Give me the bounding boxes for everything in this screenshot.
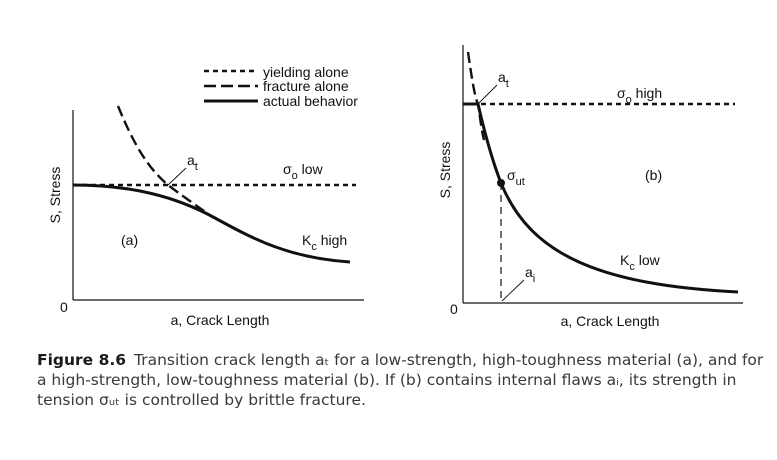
panel-a-at-leader <box>167 167 187 186</box>
panel-a-fracture-curve <box>116 105 215 219</box>
panel-b-ai-leader <box>501 279 525 302</box>
legend-fracture-label: fracture alone <box>263 78 349 94</box>
legend-actual-label: actual behavior <box>263 93 358 109</box>
panel-a-label: (a) <box>121 232 138 248</box>
panel-b-x-axis-label: a, Crack Length <box>561 313 660 329</box>
figure-8-6: yielding alone fracture alone actual beh… <box>47 45 743 329</box>
panel-a-x-axis-label: a, Crack Length <box>171 312 270 328</box>
legend: yielding alone fracture alone actual beh… <box>204 64 358 109</box>
panel-b-at-label: at <box>498 69 509 90</box>
legend-yielding-label: yielding alone <box>263 64 349 80</box>
panel-a-y-axis-label: S, Stress <box>47 167 63 224</box>
panel-a-sigma-label: σo low <box>283 161 324 182</box>
panel-b-sigma-label: σo high <box>617 85 662 106</box>
panel-b-at-leader <box>477 84 498 105</box>
panel-b-ai-label: ai <box>525 264 535 285</box>
panel-b-kc-label: Kc low <box>620 252 661 273</box>
panel-b: 0 S, Stress a, Crack Length (b) at σo hi… <box>437 45 743 329</box>
panel-b-fracture-curve <box>466 51 486 141</box>
panel-a: 0 S, Stress a, Crack Length (a) at σo lo… <box>47 105 364 328</box>
panel-b-actual-curve <box>463 102 739 294</box>
caption-label: Figure 8.6 <box>37 351 127 369</box>
panel-a-kc-label: Kc high <box>302 232 347 253</box>
panel-b-label: (b) <box>645 167 662 183</box>
figure-caption: Figure 8.6 Transition crack length aₜ for… <box>37 350 767 410</box>
panel-b-origin-label: 0 <box>450 301 458 317</box>
panel-a-at-label: at <box>187 152 198 173</box>
panel-b-y-axis-label: S, Stress <box>437 142 453 199</box>
panel-a-actual-curve <box>72 183 351 264</box>
caption-text: Transition crack length aₜ for a low-str… <box>37 351 764 409</box>
panel-b-sigma-ut-label: σut <box>507 167 525 188</box>
panel-a-origin-label: 0 <box>60 299 68 315</box>
